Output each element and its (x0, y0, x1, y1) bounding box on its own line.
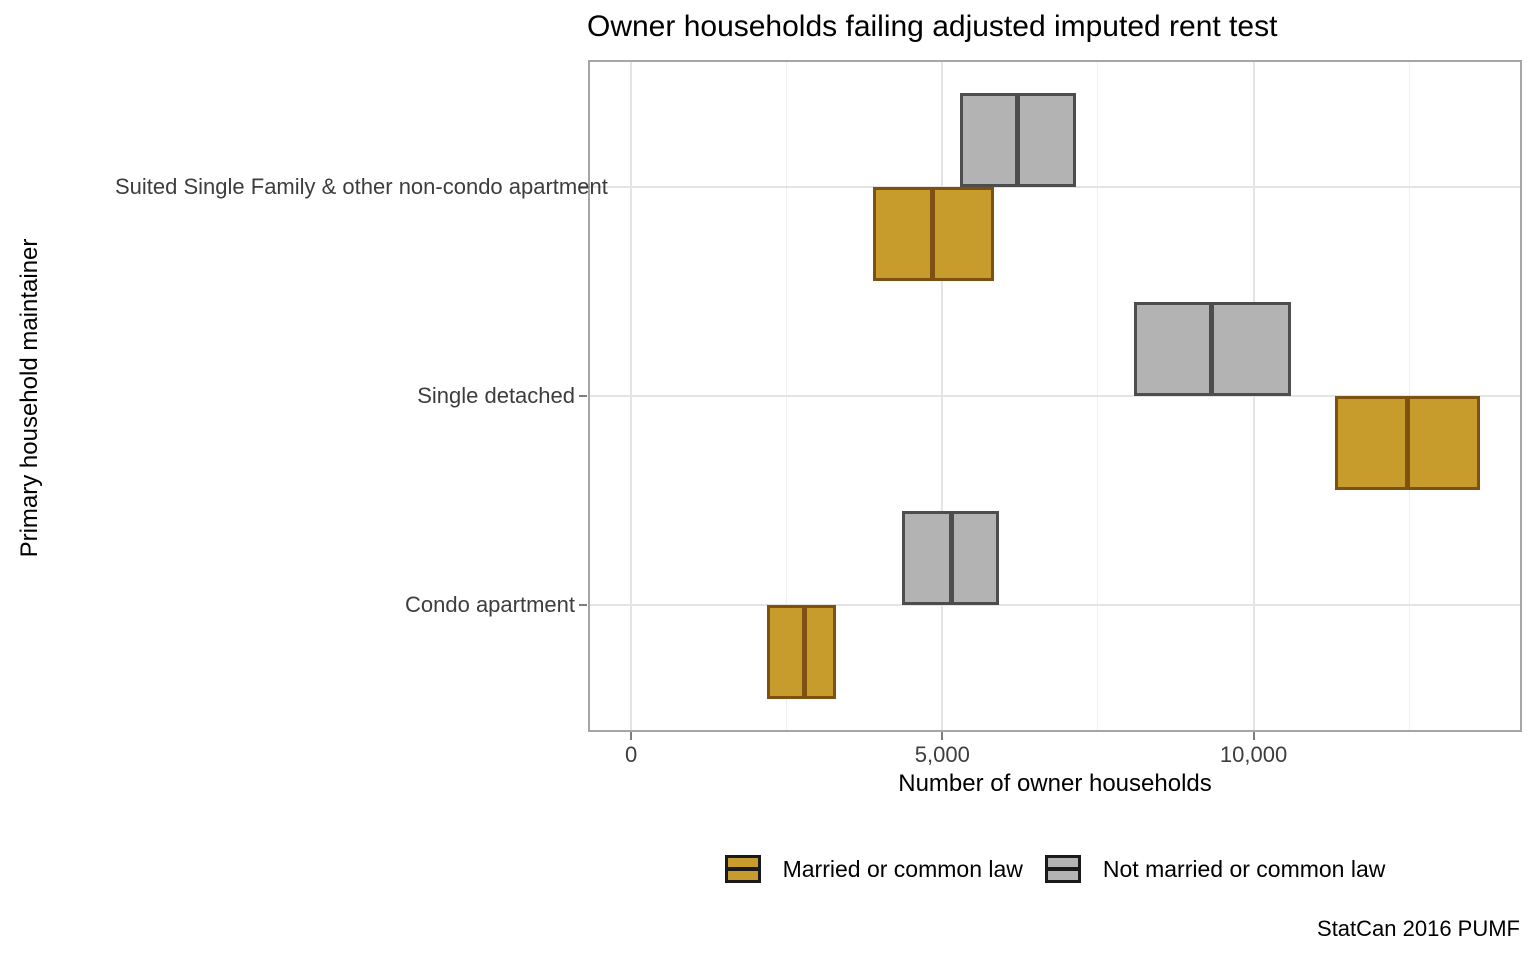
legend-label: Not married or common law (1102, 855, 1386, 882)
x-axis-tick (630, 732, 633, 740)
x-axis-title: Number of owner households (898, 770, 1212, 797)
crossbar-midline (948, 513, 954, 602)
legend: Married or common law Not married or comm… (588, 848, 1522, 890)
legend-key-midline (1047, 867, 1078, 871)
y-axis-tick (579, 186, 587, 189)
legend-key-married (724, 855, 761, 883)
crossbar-gray (1134, 302, 1292, 396)
x-axis-tick (1252, 732, 1255, 740)
y-gridline-major (590, 186, 1520, 189)
crossbar-gray (959, 93, 1076, 188)
legend-key-midline (727, 867, 758, 871)
x-axis-tick (941, 732, 944, 740)
plot-panel (588, 60, 1522, 732)
crossbar-midline (802, 607, 808, 696)
legend-item: Married or common law (724, 855, 1023, 883)
x-axis-tick-label: 5,000 (914, 742, 970, 767)
legend-key-not-married (1044, 855, 1081, 883)
crossbar-midline (1014, 96, 1020, 185)
x-axis-tick-label: 10,000 (1219, 742, 1288, 767)
chart-title: Owner households failing adjusted impute… (587, 10, 1278, 43)
caption: StatCan 2016 PUMF (1317, 916, 1520, 941)
crossbar-midline (1209, 305, 1215, 393)
y-gridline-major (590, 395, 1520, 397)
y-axis-tick (579, 603, 587, 606)
crossbar-gray (902, 510, 999, 605)
y-axis-title: Primary household maintainer (16, 238, 43, 558)
y-gridline-major (590, 603, 1520, 606)
crossbar-midline (1404, 399, 1410, 487)
category-label: Suited Single Family & other non-condo a… (115, 174, 608, 200)
y-axis-tick (579, 395, 587, 397)
category-label: Condo apartment (405, 591, 575, 617)
crossbar-gold (767, 604, 837, 699)
crossbar-midline (929, 190, 935, 279)
category-label: Single detached (417, 383, 575, 408)
legend-label: Married or common law (782, 855, 1023, 882)
x-axis-tick-label: 0 (624, 742, 638, 767)
crossbar-gold (872, 187, 994, 282)
legend-item: Not married or common law (1044, 855, 1386, 883)
crossbar-gold (1334, 396, 1481, 490)
